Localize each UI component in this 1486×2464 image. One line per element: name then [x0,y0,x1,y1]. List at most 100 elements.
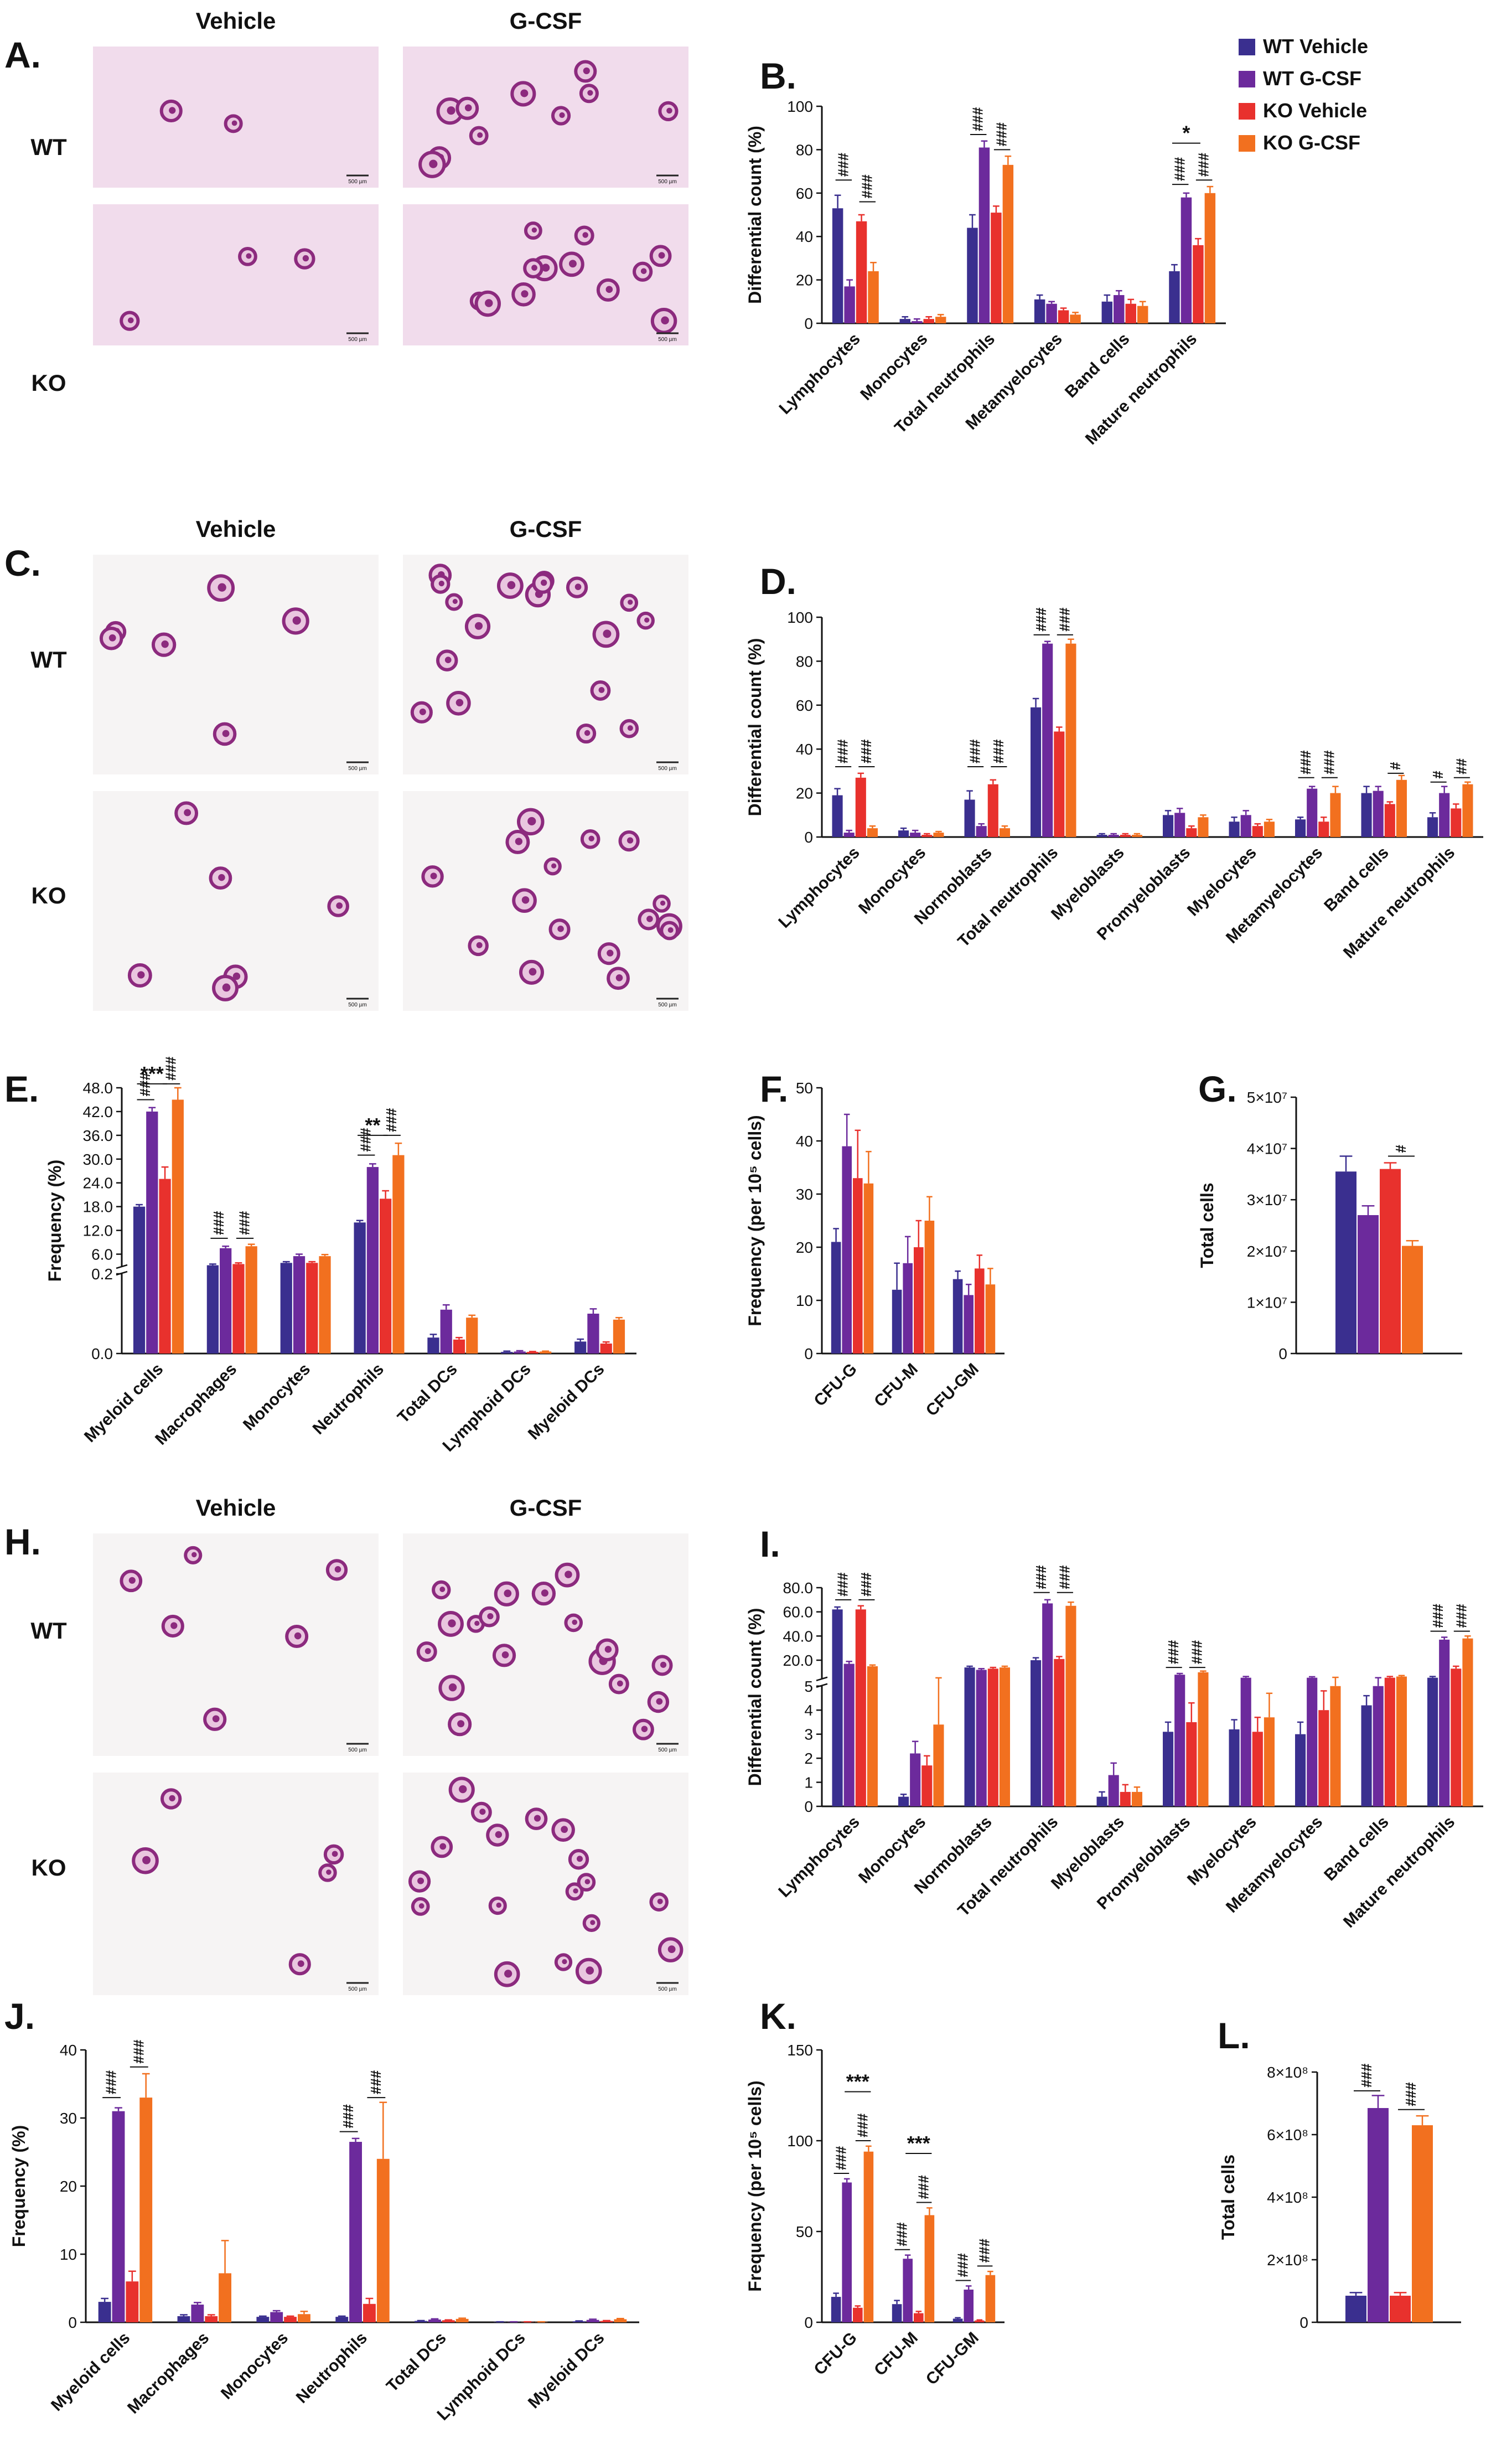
bar [245,1246,257,1354]
nucleus-icon [448,1619,456,1628]
nucleus-icon [661,316,669,324]
y-tick-label: 2×10⁷ [1247,1243,1287,1260]
column-label: G-CSF [510,516,582,542]
nucleus-icon [128,1577,136,1584]
bar [855,1609,866,1806]
bar [898,1796,909,1806]
y-axis-label: Frequency (per 10⁵ cells) [745,2080,765,2291]
bar [613,1319,625,1354]
nucleus-icon [644,617,650,623]
micrograph-panel: C. Vehicle G-CSF WT KO 500 µm 500 µm 500 µm 500 … [4,516,688,1011]
nucleus-icon [515,838,522,845]
y-tick-label: 0 [1278,1345,1287,1362]
bar [867,1666,878,1806]
bar [1108,835,1119,837]
nucleus-icon [531,265,537,271]
y-tick-label: 30.0 [83,1151,113,1168]
bar [1295,819,1306,837]
bar [985,1284,996,1354]
nucleus-icon [332,1851,338,1857]
significance-marker: ### [1453,1604,1469,1628]
nucleus-icon [574,583,582,590]
x-tick-label: Monocytes [240,1360,314,1434]
scale-bar-label: 500 µm [658,1002,677,1008]
y-tick-label: 5 [804,1678,813,1695]
y-tick-label: 80 [796,141,813,158]
bar [442,2320,455,2322]
scale-bar-label: 500 µm [348,766,367,772]
significance-marker: ### [236,1211,253,1235]
nucleus-icon [246,253,252,259]
nucleus-icon [496,1902,502,1908]
chart-panel: K. 0 50 100 150 Frequency (per 10⁵ cells) CFU-… [745,1996,1005,2389]
nucleus-icon [627,725,633,731]
bar [600,2321,613,2322]
significance-marker: ### [1165,1640,1182,1664]
y-tick-label: 4 [804,1702,813,1719]
significance-marker: ### [340,2104,356,2129]
bar [1031,1660,1042,1806]
significance-marker: ### [990,739,1007,763]
significance-marker: ### [367,2070,384,2094]
nucleus-icon [667,1945,676,1954]
bar [863,2151,874,2322]
bar [1318,1710,1329,1806]
x-tick-label: Myeloid DCs [525,1360,608,1444]
bar [832,208,843,323]
y-axis-label: Differential count (%) [745,126,765,304]
bar [1368,2107,1389,2322]
bar [335,2317,349,2322]
y-tick-label: 50 [796,1079,813,1097]
nucleus-icon [457,1720,465,1728]
nucleus-icon [222,730,230,737]
bar [1330,1686,1341,1806]
bar [999,828,1010,837]
nucleus-icon [430,872,437,880]
bar [466,1318,478,1354]
nucleus-icon [658,252,665,259]
y-tick-label: 8×10⁸ [1267,2064,1308,2081]
y-axis-label: Frequency (per 10⁵ cells) [745,1115,765,1326]
nucleus-icon [448,1683,457,1692]
bar [1307,1677,1318,1806]
bar [1451,808,1462,837]
bar [1295,1734,1306,1806]
bar [98,2302,111,2322]
column-label: Vehicle [196,516,276,542]
micrograph-image [403,1773,688,1995]
x-tick-label: CFU-G [810,2329,860,2379]
scale-bar-label: 500 µm [658,1986,677,1992]
significance-marker: ### [1402,2082,1419,2106]
nucleus-icon [598,687,605,693]
significance-marker: ### [835,739,851,763]
bar [843,833,855,837]
column-label: Vehicle [196,1495,276,1521]
y-tick-label: 20 [796,785,813,802]
nucleus-icon [487,1613,494,1620]
bar [1096,835,1107,837]
bar [256,2317,270,2322]
nucleus-icon [562,1959,567,1965]
panel-letter: F. [760,1068,788,1109]
bar [572,2321,586,2322]
bar [842,1146,852,1354]
row-label: KO [32,1855,66,1881]
bar [868,271,879,323]
significance-marker: ### [1188,1640,1205,1664]
bar [1031,707,1042,837]
bar [1439,1639,1450,1806]
nucleus-icon [485,299,493,307]
bar [139,2098,153,2322]
bar [914,2313,924,2322]
y-tick-label: 0 [804,1345,813,1362]
bar [903,1263,913,1354]
nucleus-icon [603,629,612,638]
x-tick-label: Band cells [1321,844,1392,915]
scale-bar-label: 500 µm [348,337,367,343]
y-tick-label: 20 [60,2178,77,2195]
scale-bar-label: 500 µm [658,1747,677,1753]
bar [1345,2295,1366,2322]
y-axis-label: Differential count (%) [745,638,765,817]
significance-marker: ### [976,2238,993,2262]
y-tick-label: 20.0 [783,1652,814,1669]
